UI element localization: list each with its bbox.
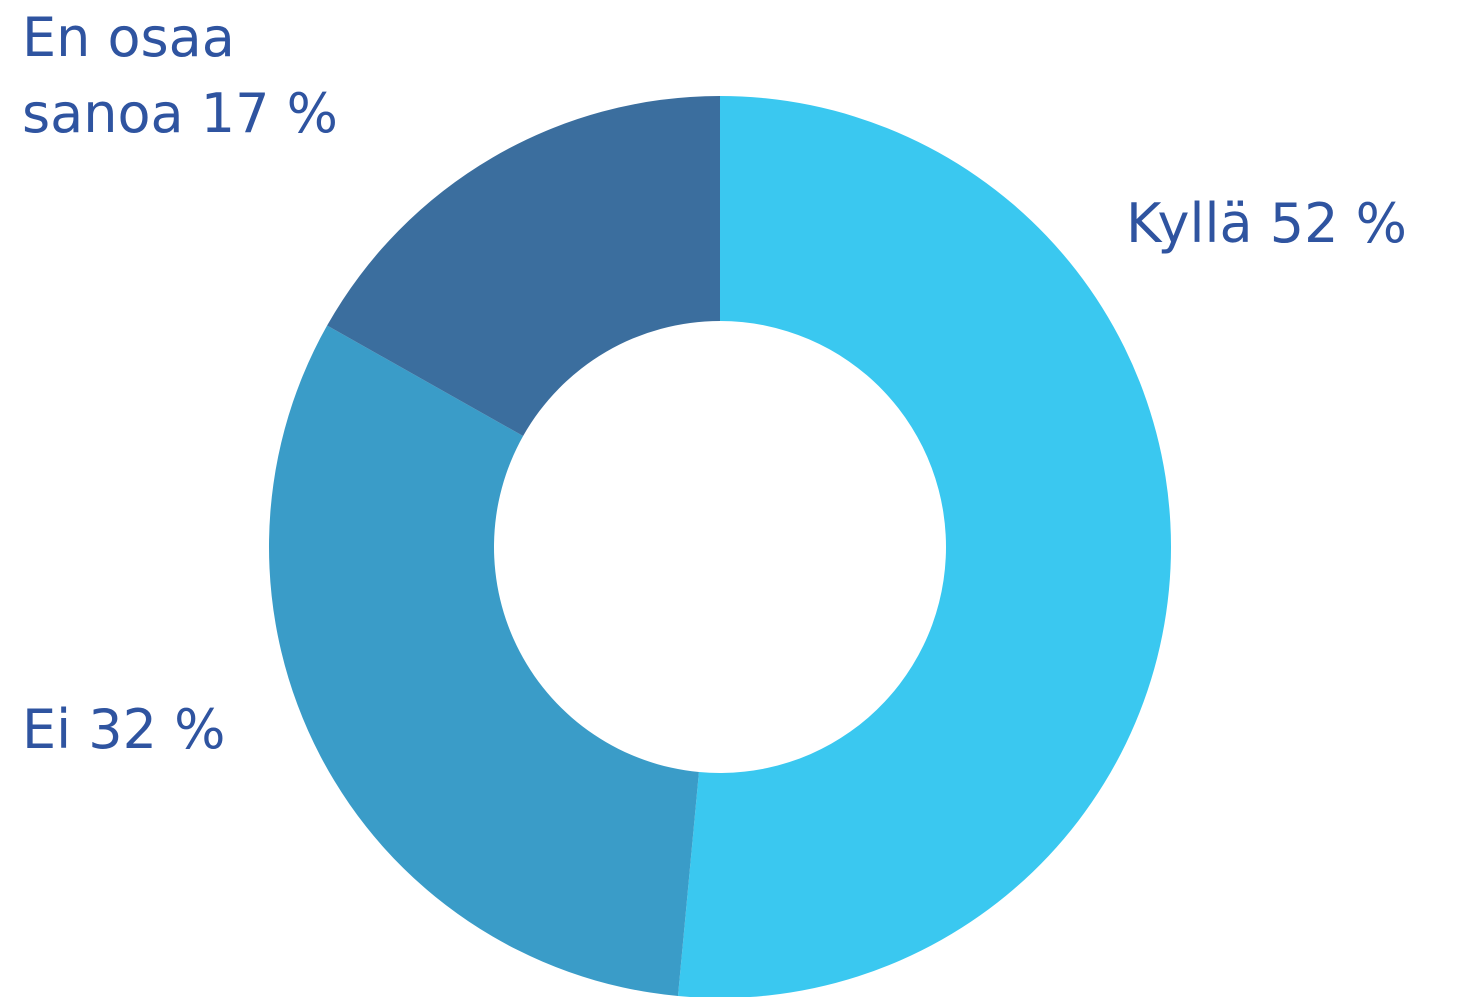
donut-slice <box>327 96 720 437</box>
value-label: 17 % <box>200 82 338 145</box>
donut-slice <box>677 96 1171 997</box>
slice-label: Ei 32 % <box>22 692 362 768</box>
slice-label: En osaa sanoa 17 % <box>22 0 402 152</box>
category-label: Kyllä <box>1126 192 1253 255</box>
slice-label: Kyllä 52 % <box>1126 186 1464 262</box>
donut-slice <box>268 325 699 997</box>
value-label: 52 % <box>1269 192 1407 255</box>
value-label: 32 % <box>88 698 226 761</box>
category-label: Ei <box>22 698 72 761</box>
category-label: En osaa sanoa <box>22 6 235 145</box>
